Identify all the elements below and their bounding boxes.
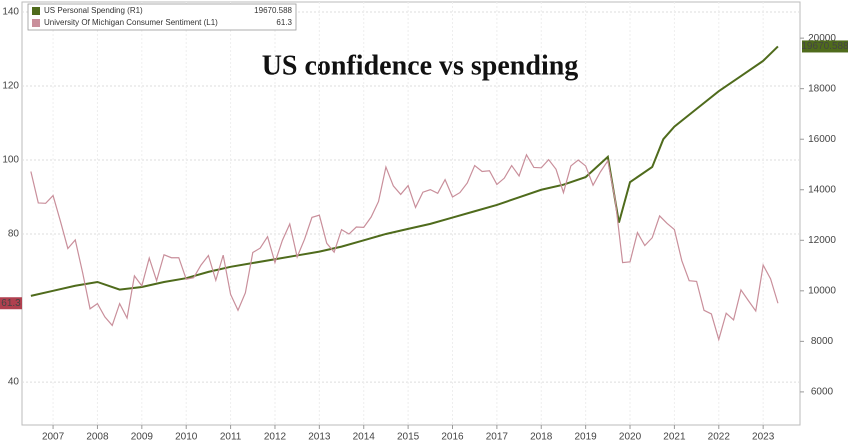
- y2-tick-label: 8000: [811, 336, 834, 347]
- y2-tick-label: 20000: [808, 33, 836, 44]
- y-tick-label: 140: [2, 7, 19, 18]
- y2-tick-label: 12000: [808, 235, 836, 246]
- y2-tick-label: 18000: [808, 83, 836, 94]
- y2-tick-label: 16000: [808, 134, 836, 145]
- x-tick-label: 2018: [530, 432, 553, 443]
- legend-swatch: [32, 19, 40, 27]
- x-tick-label: 2014: [353, 432, 376, 443]
- x-tick-label: 2015: [397, 432, 420, 443]
- chart-title: US confidence vs spending: [262, 50, 579, 81]
- y-tick-label: 40: [8, 377, 20, 388]
- x-tick-label: 2022: [708, 432, 731, 443]
- x-tick-label: 2007: [42, 432, 65, 443]
- x-tick-label: 2013: [308, 432, 331, 443]
- legend-label: University Of Michigan Consumer Sentimen…: [44, 18, 218, 27]
- x-tick-label: 2017: [486, 432, 509, 443]
- y2-tick-label: 10000: [808, 285, 836, 296]
- x-tick-label: 2020: [619, 432, 642, 443]
- legend-value: 61.3: [276, 18, 292, 27]
- last-value-tag: [802, 40, 848, 53]
- x-tick-label: 2009: [131, 432, 154, 443]
- y2-tick-label: 14000: [808, 184, 836, 195]
- last-value-label: 61.3: [1, 298, 21, 309]
- legend: US Personal Spending (R1) 19670.588 Univer…: [27, 3, 297, 31]
- x-tick-label: 2021: [663, 432, 686, 443]
- last-value-label: 19670.588: [801, 41, 848, 52]
- x-tick-label: 2023: [752, 432, 775, 443]
- legend-value: 19670.588: [254, 6, 292, 15]
- plot-frame: [21, 1, 801, 426]
- legend-swatch: [32, 7, 40, 15]
- legend-label: US Personal Spending (R1): [44, 6, 143, 15]
- y-tick-label: 120: [2, 81, 19, 92]
- series-line: [30, 45, 779, 297]
- last-value-tag: [0, 297, 22, 310]
- x-tick-label: 2008: [86, 432, 109, 443]
- y-tick-label: 100: [2, 155, 19, 166]
- x-tick-label: 2011: [220, 432, 242, 443]
- legend-box: [27, 3, 297, 31]
- x-tick-label: 2016: [441, 432, 464, 443]
- series-line: [30, 153, 779, 342]
- y2-tick-label: 6000: [811, 387, 834, 398]
- y-tick-label: 80: [8, 229, 20, 240]
- x-tick-label: 2019: [575, 432, 598, 443]
- x-tick-label: 2010: [175, 432, 198, 443]
- x-tick-label: 2012: [264, 432, 287, 443]
